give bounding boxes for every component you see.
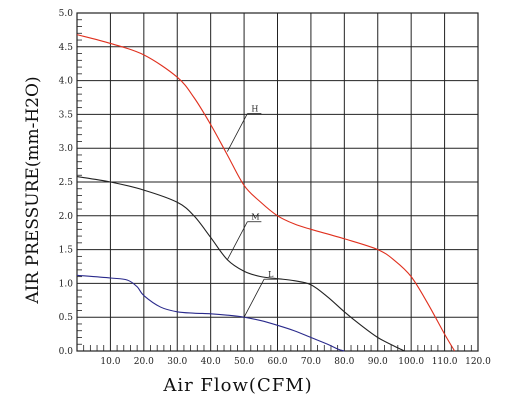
y-tick-label: 3.0 [59, 144, 74, 154]
minor-tick-layer [77, 19, 472, 351]
y-axis-title: AIR PRESSURE(mm-H2O) [23, 76, 43, 304]
y-tick-label: 1.5 [59, 246, 74, 256]
y-tick-label: 2.5 [59, 178, 74, 188]
x-tick-label: 30.0 [167, 357, 187, 367]
x-tick-label: 20.0 [134, 357, 154, 367]
curve-label-layer: H M L [227, 105, 279, 318]
series-layer [76, 34, 456, 352]
series-line-m [76, 176, 405, 352]
x-tick-label: 40.0 [201, 357, 221, 367]
y-tick-label: 5.0 [59, 9, 74, 19]
x-tick-label: 110.0 [432, 357, 458, 367]
y-tick-label: 3.5 [59, 110, 74, 120]
x-tick-label: 120.0 [465, 357, 491, 367]
y-tick-label: 0.5 [59, 313, 74, 323]
x-tick-label: 50.0 [234, 357, 254, 367]
x-tick-label: 10.0 [100, 357, 120, 367]
y-tick-label: 4.0 [59, 77, 74, 87]
y-tick-label: 2.0 [59, 212, 74, 222]
tick-label-layer: 10.0 20.0 30.0 40.0 50.0 60.0 70.0 80.0 90.0 100.… [59, 9, 491, 367]
curve-leader-m [227, 221, 248, 260]
y-tick-label: 1.0 [59, 279, 74, 289]
x-tick-label: 80.0 [334, 357, 354, 367]
y-tick-label: 0.0 [59, 347, 74, 357]
x-axis-title: Air Flow(CFM) [162, 375, 312, 396]
x-tick-label: 90.0 [368, 357, 388, 367]
curve-label-m: M [251, 213, 259, 222]
curve-label-l: L [268, 270, 274, 279]
x-tick-label: 70.0 [301, 357, 321, 367]
curve-label-h: H [251, 105, 258, 114]
curve-leader-l [243, 279, 265, 318]
x-tick-label: 100.0 [398, 357, 424, 367]
x-tick-label: 60.0 [267, 357, 287, 367]
series-line-l [76, 274, 345, 352]
grid-layer [76, 12, 479, 352]
series-line-h [76, 34, 456, 352]
y-tick-label: 4.5 [59, 43, 74, 53]
curve-leader-h [227, 113, 248, 152]
